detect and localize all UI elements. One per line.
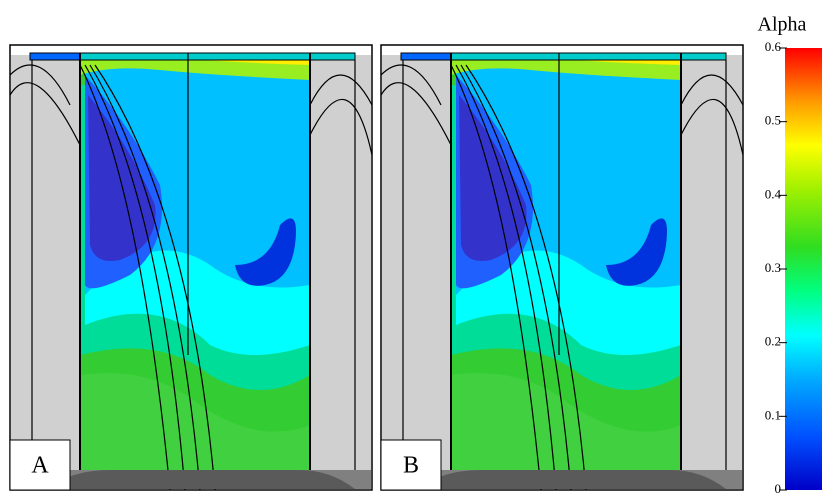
colorbar-ticks: 0 0.1 0.2 0.3 0.4 0.5 0.6 [765, 39, 787, 496]
colorbar-title: Alpha [758, 14, 807, 36]
tick-label: 0.3 [765, 260, 781, 275]
tick-label: 0.2 [765, 334, 781, 349]
tick-label: 0.6 [765, 39, 782, 54]
tick-label: 0.4 [765, 186, 782, 201]
tick-label: 0.5 [765, 113, 781, 128]
tick-label: 0 [775, 481, 782, 496]
colorbar [785, 48, 822, 490]
panel-label: A [31, 453, 49, 479]
tick-label: 0.1 [765, 407, 781, 422]
panel-label: B [403, 453, 419, 479]
